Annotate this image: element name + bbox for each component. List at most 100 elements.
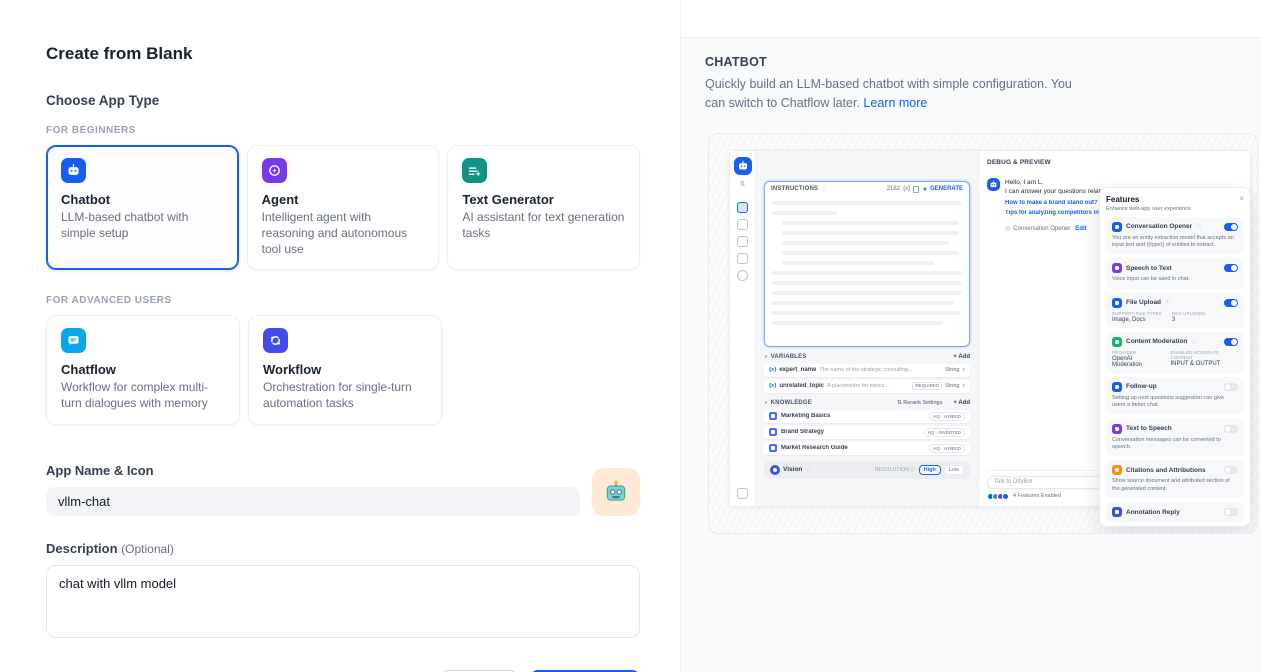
optional-hint: (Optional) bbox=[121, 542, 174, 557]
feature-card-follow-up: Follow-up Setting up next questions sugg… bbox=[1106, 376, 1244, 415]
toggle-on bbox=[1224, 222, 1238, 231]
bot-avatar-icon bbox=[733, 156, 752, 175]
rerank-settings-button: ⇅ Rerank Settings bbox=[897, 399, 943, 406]
variables-header: ∨ VARIABLES + Add bbox=[764, 353, 970, 360]
toggle-off bbox=[1224, 508, 1238, 517]
docs-nav-icon bbox=[737, 252, 748, 264]
text-to-speech-icon bbox=[1112, 423, 1122, 434]
workflow-icon bbox=[263, 328, 288, 354]
debug-preview-title: DEBUG & PREVIEW bbox=[987, 158, 1051, 166]
app-name-input[interactable] bbox=[46, 487, 580, 517]
skeleton-lines bbox=[765, 197, 969, 335]
chatbot-preview-image: ⇅ Orchestrate GPT-4o CHAT bbox=[708, 132, 1258, 534]
knowledge-row: Marketing Basics HQ · HYBRID bbox=[764, 409, 970, 423]
explore-nav-icon bbox=[737, 269, 748, 281]
description-textarea[interactable]: chat with vllm model bbox=[46, 565, 640, 639]
robot-emoji-icon bbox=[603, 479, 629, 505]
choose-app-type-label: Choose App Type bbox=[46, 93, 160, 108]
chevron-down-icon: ∨ bbox=[764, 399, 768, 406]
info-icon: ⓘ bbox=[1196, 224, 1202, 230]
beginner-cards-row: Chatbot LLM-based chatbot with simple se… bbox=[46, 145, 641, 271]
text-generator-icon bbox=[462, 158, 488, 183]
features-panel: Features × Enhance web-app user experien… bbox=[1099, 186, 1251, 527]
preview-heading: CHATBOT bbox=[705, 55, 767, 69]
switch-icon: ⇅ bbox=[739, 180, 746, 188]
app-type-card-chatbot[interactable]: Chatbot LLM-based chatbot with simple se… bbox=[46, 145, 239, 271]
variable-row: {x} expert_name The name of the strategi… bbox=[764, 363, 970, 377]
toggle-off bbox=[1224, 466, 1238, 475]
content-moderation-icon bbox=[1112, 336, 1122, 347]
mock-chat-footer: Talk to DifyBot 4 Features Enabled bbox=[987, 469, 1133, 500]
follow-up-icon bbox=[1112, 381, 1122, 392]
dataset-icon bbox=[769, 444, 777, 452]
retrieval-badge: HQ · HYBRID bbox=[929, 443, 965, 453]
feature-card-conversation-opener: Conversation Opener ⓘ You are an entity … bbox=[1106, 216, 1244, 255]
toggle-off bbox=[1224, 424, 1238, 433]
variable-icon: {x} bbox=[903, 186, 911, 192]
bot-message: Hello, I am L. I can answer your questio… bbox=[987, 177, 1242, 217]
generate-button: GENERATE bbox=[922, 186, 963, 192]
copy-icon bbox=[913, 185, 920, 193]
char-count: 2182 bbox=[886, 186, 901, 192]
resolution-low-chip: Low bbox=[943, 464, 964, 475]
file-upload-icon bbox=[1112, 297, 1122, 308]
section-label-beginners: FOR BEGINNERS bbox=[46, 125, 136, 136]
card-desc: LLM-based chatbot with simple setup bbox=[61, 210, 189, 240]
instructions-title: INSTRUCTIONS bbox=[771, 186, 819, 192]
app-type-card-workflow[interactable]: Workflow Orchestration for single-turn a… bbox=[248, 315, 442, 426]
knowledge-row: Brand Strategy HQ · INVERTED bbox=[764, 425, 970, 439]
speech-to-text-icon bbox=[1112, 263, 1122, 274]
edit-link: Edit bbox=[1075, 225, 1087, 232]
knowledge-row: Market Research Guide HQ · HYBRID bbox=[764, 441, 970, 455]
suggested-question: Tips for analyzing competitors in market bbox=[1005, 210, 1121, 217]
app-type-card-chatflow[interactable]: Chatflow Workflow for complex multi-turn… bbox=[46, 315, 240, 426]
page-title: Create from Blank bbox=[46, 44, 193, 63]
card-desc: Orchestration for single-turn automation… bbox=[263, 380, 412, 411]
advanced-cards-row: Chatflow Workflow for complex multi-turn… bbox=[46, 315, 640, 426]
info-icon: ⓘ bbox=[1165, 300, 1171, 307]
toggle-on bbox=[1224, 337, 1238, 346]
mock-chat-input: Talk to DifyBot bbox=[987, 475, 1133, 489]
feature-card-citations: Citations and Attributions Show source d… bbox=[1106, 460, 1244, 499]
chatflow-icon bbox=[61, 328, 86, 354]
card-title: Chatbot bbox=[61, 192, 111, 207]
close-icon: × bbox=[1239, 194, 1244, 203]
create-from-blank-panel: Create from Blank Choose App Type FOR BE… bbox=[46, 0, 681, 672]
feature-card-content-moderation: Content Moderation ⓘ PROVIDER OpenAI Mode… bbox=[1106, 331, 1244, 373]
variable-icon: {x} bbox=[769, 383, 777, 389]
card-title: Agent bbox=[261, 192, 299, 207]
variable-icon: {x} bbox=[769, 367, 777, 373]
app-type-card-text-generator[interactable]: Text Generator AI assistant for text gen… bbox=[447, 145, 641, 271]
toggle-off bbox=[1224, 382, 1238, 391]
add-variable-button: + Add bbox=[953, 353, 970, 360]
card-title: Text Generator bbox=[462, 192, 554, 207]
variable-row: {x} unrelated_topic A placeholder for to… bbox=[764, 379, 970, 393]
dataset-icon bbox=[769, 428, 777, 436]
features-title: Features bbox=[1106, 194, 1140, 204]
features-enabled-row: 4 Features Enabled bbox=[987, 492, 1133, 500]
resolution-high-chip: High bbox=[918, 464, 941, 475]
required-badge: REQUIRED bbox=[912, 382, 943, 390]
citations-icon bbox=[1112, 465, 1122, 476]
feature-dot-icon bbox=[1002, 492, 1009, 500]
agent-icon bbox=[261, 158, 287, 183]
app-type-card-agent[interactable]: Agent Intelligent agent with reasoning a… bbox=[246, 145, 440, 271]
app-icon-picker[interactable] bbox=[592, 468, 640, 517]
info-icon: ⓘ bbox=[1191, 339, 1197, 346]
app-name-label: App Name & Icon bbox=[46, 463, 154, 479]
annotation-reply-icon bbox=[1112, 507, 1122, 518]
suggested-question: How to make a brand stand out? bbox=[1005, 200, 1098, 207]
sparkle-icon bbox=[922, 186, 928, 192]
chatbot-icon bbox=[61, 158, 86, 183]
chevron-down-icon: ∨ bbox=[764, 353, 768, 360]
card-title: Workflow bbox=[263, 362, 322, 378]
vision-icon bbox=[770, 464, 780, 475]
opener-icon: ◎ bbox=[1005, 226, 1011, 233]
feature-card-file-upload: File Upload ⓘ SUPPORT FILE TYPES Image, D… bbox=[1106, 292, 1244, 328]
chevron-down-icon: ▾ bbox=[962, 367, 965, 373]
section-label-advanced: FOR ADVANCED USERS bbox=[46, 295, 172, 307]
feature-card-speech-to-text: Speech to Text Voice input can be used i… bbox=[1106, 258, 1244, 289]
image-nav-icon bbox=[737, 218, 748, 230]
card-title: Chatflow bbox=[61, 362, 116, 378]
learn-more-link[interactable]: Learn more bbox=[863, 95, 928, 110]
